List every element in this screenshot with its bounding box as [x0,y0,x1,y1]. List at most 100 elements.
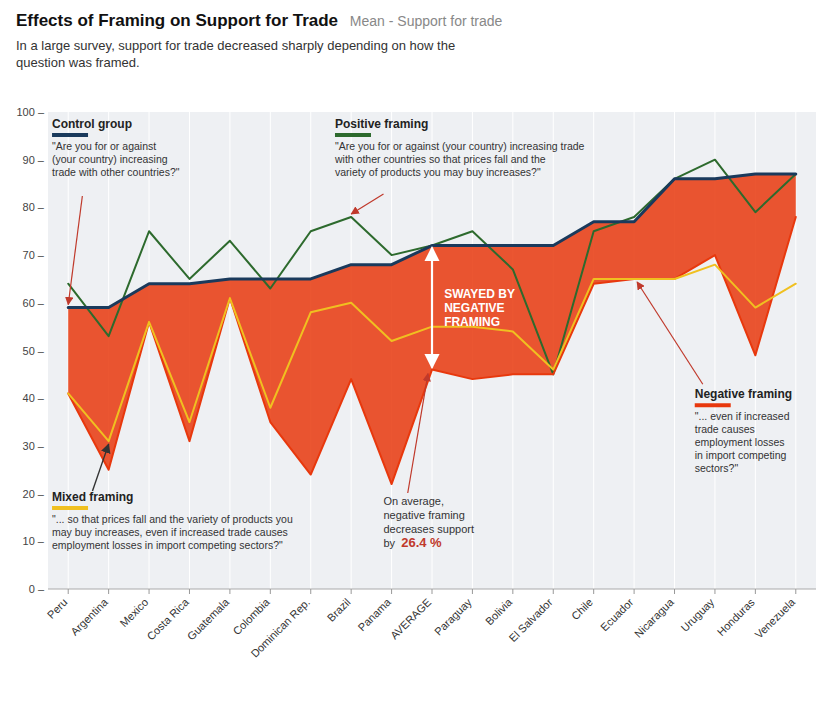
x-tick [593,589,594,594]
swayed-label: SWAYED BYNEGATIVEFRAMING [444,287,515,329]
annotations: Control group "Are you for or against(you… [52,117,792,551]
plot-data [68,160,796,484]
description: In a large survey, support for trade dec… [16,38,455,70]
x-tick [391,589,392,594]
y-tick-label: 20 – [23,488,45,500]
text-line: in import competing [695,449,787,461]
annotation-arrow [68,196,82,305]
series-label: Control group [52,117,132,131]
text-line: "Are you for or against (your country) i… [335,140,585,152]
x-tick-label: Chile [569,596,595,622]
y-tick-label: 50 – [23,345,45,357]
text-line: In a large survey, support for trade dec… [16,38,455,53]
x-tick [432,589,433,594]
series-label: Negative framing [695,387,792,401]
plot-background [48,112,816,589]
x-tick [714,589,715,594]
text-line: negative framing [383,509,464,521]
text-line: variety of products you may buy increase… [335,166,541,178]
grid-line [634,112,635,589]
y-tick-label: 70 – [23,249,45,261]
negative-question: "... even if increasedtrade causesemploy… [695,410,790,474]
text-line: by [383,537,398,549]
y-tick-label: 0 – [29,583,45,595]
series-swatch [335,133,371,137]
series-swatch [52,506,88,510]
y-tick-label: 40 – [23,392,45,404]
x-tick-label: Uruguay [678,596,716,634]
text-line: decreases support [383,523,474,535]
x-tick-label: Panama [356,595,394,633]
x-tick [310,589,311,594]
mixed-question: "... so that prices fall and the variety… [52,513,293,551]
x-tick [68,589,69,594]
x-tick [634,589,635,594]
y-tick-label: 90 – [23,154,45,166]
series-label: Mixed framing [52,490,133,504]
text-line: SWAYED BY [444,287,515,301]
x-tick [674,589,675,594]
x-tick-label: Paraguay [432,596,474,638]
x-tick-label: Venezuela [752,595,797,640]
annotation-arrow [431,248,433,368]
text-line: trade with other countries?" [52,166,180,178]
x-tick-label: Colombia [230,595,272,637]
text-line: "Are you for or against [52,140,156,152]
x-tick [472,589,473,594]
series-swatch [695,403,731,407]
text-line: "... even if increased [695,410,790,422]
x-tick-label: Dominican Rep. [248,596,312,660]
x-tick-label: Nicaragua [632,595,677,640]
y-tick-label: 80 – [23,201,45,213]
text-line: "... so that prices fall and the variety… [52,513,293,525]
x-tick [149,589,150,594]
annotation-arrow [408,374,428,493]
chart: Effects of Framing on Support for Trade … [0,0,830,707]
text-line: employment losses in import competing se… [52,539,283,551]
x-tick-label: Guatemala [185,595,232,642]
series-label: Positive framing [335,117,428,131]
swayed-area [68,174,796,484]
x-tick [189,589,190,594]
x-axis: PeruArgentinaMexicoCosta RicaGuatemalaCo… [45,589,816,660]
x-tick [351,589,352,594]
y-tick-label: 60 – [23,297,45,309]
y-tick-label: 30 – [23,440,45,452]
x-tick [553,589,554,594]
series-line [68,217,796,484]
x-tick [512,589,513,594]
text-line: FRAMING [444,315,500,329]
x-tick-label: Honduras [715,596,758,639]
x-tick [108,589,109,594]
x-tick-label: Argentina [68,595,110,637]
text-line: may buy increases, even if increased tra… [52,526,288,538]
annotation-arrow [92,444,108,491]
subtitle: Mean - Support for trade [342,13,503,29]
text-line: (your country) increasing [52,153,168,165]
x-tick-label: Mexico [117,596,150,629]
annotation-arrow [351,194,383,214]
x-tick-label: Ecuador [598,596,636,634]
y-tick-label: 100 – [16,106,44,118]
x-tick [270,589,271,594]
text-line: sectors?" [695,462,739,474]
y-axis: 0 –10 –20 –30 –40 –50 –60 –70 –80 –90 –1… [16,106,44,595]
x-tick-label: AVERAGE [388,596,434,642]
average-note: On average, negative framing decreases sup… [383,495,474,549]
x-tick [755,589,756,594]
positive-question: "Are you for or against (your country) i… [334,140,585,178]
series-line [68,160,796,375]
control-question: "Are you for or against(your country) in… [52,140,180,178]
text-line: employment losses [695,436,785,448]
grid-line [593,112,594,589]
x-tick-label: Brazil [325,596,353,624]
text-line: NEGATIVE [444,301,504,315]
text-line: trade causes [695,423,755,435]
series-swatch [52,133,88,137]
x-tick [229,589,230,594]
text-line: On average, [383,495,444,507]
x-tick-label: Costa Rica [144,595,191,642]
average-value: 26.4 % [401,535,442,550]
x-tick-label: Bolivia [483,595,515,627]
x-tick [795,589,796,594]
